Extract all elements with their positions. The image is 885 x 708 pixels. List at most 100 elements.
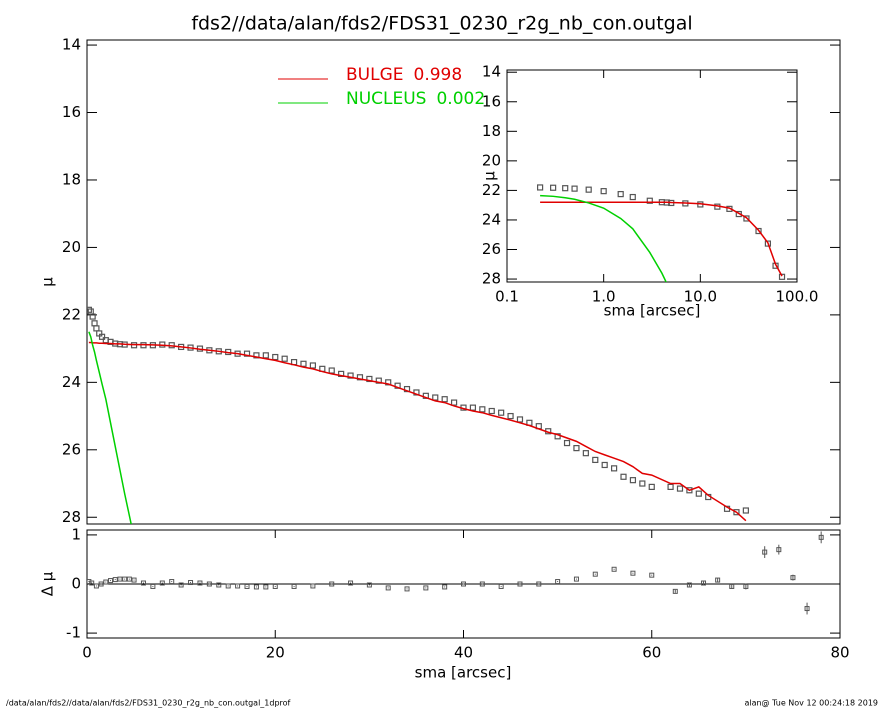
residual-point [188, 580, 194, 586]
residual-point [672, 588, 678, 594]
residual-point [87, 579, 92, 585]
chart-title: fds2//data/alan/fds2/FDS31_0230_r2g_nb_c… [191, 13, 692, 35]
data-point [601, 461, 608, 469]
residual-point [630, 570, 636, 576]
residual-point [573, 576, 579, 582]
residual-point [206, 581, 212, 587]
residual-point [385, 585, 391, 591]
data-point [592, 456, 599, 464]
plot-area [537, 184, 786, 282]
residual-point [649, 572, 655, 578]
residual-point [743, 583, 749, 589]
plot-frame [506, 69, 798, 283]
legend-label: BULGE [346, 65, 404, 85]
y-tick-label: 28 [482, 270, 501, 288]
residual-point [348, 580, 354, 586]
data-point [309, 362, 316, 369]
data-point [733, 509, 740, 516]
residual-point [197, 580, 203, 586]
x-axis-label: sma [arcsec] [604, 302, 701, 320]
x-tick-label: 1.0 [592, 288, 616, 306]
data-point [93, 325, 100, 332]
data-point [338, 370, 345, 378]
x-axis-label: sma [arcsec] [415, 664, 512, 682]
data-point [755, 227, 762, 235]
residual-point [555, 579, 561, 585]
residual-point [701, 580, 707, 586]
residual-point [686, 582, 692, 588]
legend-fraction: 0.002 [436, 89, 485, 109]
residual-point [225, 583, 231, 589]
x-tick-label: 0 [82, 644, 92, 662]
data-point [620, 473, 627, 480]
data-point [262, 352, 269, 359]
residual-point [423, 585, 429, 591]
residual-point [536, 581, 542, 587]
y-tick-label: 14 [62, 36, 81, 54]
data-point [272, 353, 279, 361]
x-tick-label: 40 [454, 644, 473, 662]
residual-point [140, 580, 146, 586]
y-tick-label: 20 [482, 151, 501, 169]
residual-point [169, 579, 175, 585]
legend-label: NUCLEUS [346, 89, 426, 109]
residual-point [93, 583, 99, 589]
x-tick-label: 60 [642, 644, 661, 662]
model-line [88, 331, 132, 524]
residual-point [329, 581, 335, 587]
data-point [488, 407, 495, 415]
residual-point [112, 577, 118, 583]
y-tick-label: 16 [62, 103, 81, 121]
x-tick-label: 80 [830, 644, 849, 662]
model-line [540, 194, 667, 282]
y-tick-label: 24 [482, 210, 501, 228]
y-tick-label: 18 [482, 122, 501, 140]
data-point [629, 477, 637, 484]
data-point [441, 396, 448, 403]
y-tick-label: 24 [62, 373, 81, 391]
data-point [743, 215, 750, 222]
y-tick-label: 22 [62, 305, 81, 323]
data-point [432, 394, 439, 401]
residual-point [790, 575, 796, 581]
data-point [742, 507, 749, 514]
data-point [347, 372, 354, 379]
residual-point [253, 584, 259, 590]
footer-left: /data/alan/fds2//data/alan/fds2/FDS31_02… [6, 699, 291, 708]
residual-point [461, 581, 466, 587]
residual-point [479, 581, 485, 587]
data-point [537, 184, 544, 191]
data-point [550, 184, 557, 191]
residual-point [103, 579, 109, 585]
data-point [366, 375, 373, 383]
data-point [87, 308, 94, 315]
residual-point [592, 571, 598, 577]
data-point [695, 490, 702, 497]
y-tick-label: 20 [62, 238, 81, 256]
x-tick-label: 10.0 [684, 288, 717, 306]
data-point [375, 377, 382, 384]
y-tick-label: 22 [482, 181, 501, 199]
data-point [686, 487, 693, 494]
y-tick-label: -1 [66, 624, 81, 642]
data-point [450, 399, 458, 406]
data-point [243, 350, 251, 357]
y-tick-label: 1 [71, 525, 81, 543]
residual-point [366, 582, 372, 588]
residual-point [804, 606, 810, 612]
data-point [582, 450, 589, 457]
residual-point [178, 582, 184, 588]
plot-frame [86, 39, 841, 525]
y-tick-label: 0 [71, 575, 81, 593]
data-point [300, 360, 307, 367]
y-axis-label: μ [481, 171, 499, 181]
y-tick-label: 14 [482, 63, 501, 81]
residual-point [310, 583, 316, 589]
data-point [573, 445, 580, 452]
residual-point [108, 578, 114, 584]
data-point [479, 406, 486, 413]
residual-point [762, 549, 768, 555]
data-point [385, 379, 392, 386]
residual-point [216, 582, 222, 588]
